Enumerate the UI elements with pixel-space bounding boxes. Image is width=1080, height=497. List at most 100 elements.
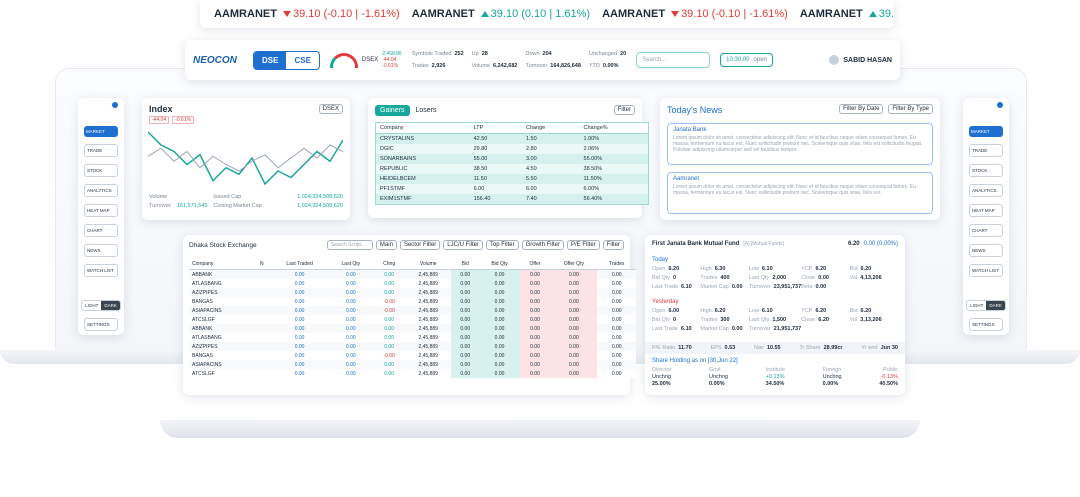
table-row[interactable]: AZIZPIPES 0.00 0.00 0.00 2,45,889 0.00 0.00 0.0… (189, 342, 636, 351)
stat-label: Low (748, 266, 759, 272)
script-search[interactable]: Search Script... (326, 240, 373, 250)
table-cell: 11.50% (583, 176, 602, 182)
stat-label: Bid (849, 308, 858, 314)
avatar (829, 55, 840, 65)
table-cell: -0.00 (383, 298, 395, 305)
stat-value: 2,000 (772, 275, 787, 281)
table-cell: 1.00% (583, 136, 600, 142)
nav-item[interactable]: CHART (969, 224, 1003, 237)
theme-option[interactable]: DARK (986, 301, 1005, 310)
exchange-filter[interactable]: Growth Filter (521, 240, 564, 250)
news-filter[interactable]: Filter By Date (839, 104, 884, 114)
exchange-filter[interactable]: LJC/U Filter (443, 240, 483, 250)
nav-item[interactable]: ANALYTICS (84, 184, 118, 197)
market-tab[interactable]: CSE (294, 55, 311, 65)
table-row[interactable]: ATLASBANG 0.00 0.00 0.00 2,45,889 0.00 0.00 0.0… (189, 279, 636, 288)
stat: Down 204 (525, 51, 580, 57)
table-row[interactable]: BANGAS 0.00 0.00 -0.00 2,45,889 0.00 0.00 0.00 0… (189, 351, 636, 360)
table-cell: 0.00 (519, 288, 551, 297)
fund-price: 6.20 (847, 241, 860, 247)
nav-item[interactable]: STOCK (969, 164, 1003, 177)
nav-item[interactable]: TRADE (969, 144, 1003, 157)
table-cell: 0.00 (611, 280, 622, 287)
table-cell: 0.00 (519, 351, 551, 360)
nav-item[interactable]: WATCH LIST (969, 264, 1003, 277)
movers-tab[interactable]: Losers (415, 107, 437, 114)
news-item[interactable]: Janata Bank Lorem ipsum dolor sit amet, c… (667, 123, 933, 165)
stat-value: 6.10 (681, 326, 692, 332)
market-tab[interactable]: DSE (254, 51, 287, 69)
table-row[interactable]: ABBANK 0.00 0.00 0.00 2,45,889 0.00 0.00 0.00 0.… (189, 269, 636, 279)
table-cell: 2,45,889 (418, 361, 438, 368)
movers-tab[interactable]: Gainers (375, 105, 410, 116)
theme-option[interactable]: DARK (101, 301, 120, 310)
theme-option[interactable]: LIGHT (85, 303, 99, 308)
holding: Foreign Unchng 0.00% (823, 367, 842, 387)
stat-value: 0.00 (818, 275, 829, 281)
fund-stat: Market Cap 0.00 (700, 326, 748, 332)
table-cell: 0.00 (550, 288, 598, 297)
search-box[interactable]: Search... (636, 52, 711, 68)
table-row[interactable]: ASIAPACINS 0.00 0.00 -0.00 2,45,889 0.00 0.00 0… (189, 306, 636, 315)
table-row[interactable]: ATLASBANG 0.00 0.00 0.00 2,45,889 0.00 0.00 0.0… (189, 333, 636, 342)
news-flag-cell (253, 351, 270, 360)
table-row[interactable]: BANGAS 0.00 0.00 -0.00 2,45,889 0.00 0.00 0.00 0… (189, 297, 636, 306)
exchange-filter[interactable]: Sector Filter (399, 240, 441, 250)
nav-item[interactable]: STOCK (84, 164, 118, 177)
index-select[interactable]: DSEX (318, 104, 343, 114)
table-row[interactable]: ATCSLGF 0.00 0.00 0.00 2,45,889 0.00 0.00 0.00 0… (189, 369, 636, 378)
table-row[interactable]: AZIZPIPES 0.00 0.00 0.00 2,45,889 0.00 0.00 0.0… (189, 288, 636, 297)
table-row[interactable]: ASIAPACINS 0.00 0.00 0.00 2,45,889 0.00 0.00 0.… (189, 360, 636, 369)
nav-item[interactable]: ANALYTICS (969, 184, 1003, 197)
table-cell: 0.00 (611, 343, 622, 350)
settings[interactable]: SETTINGS (84, 318, 118, 331)
news-filter[interactable]: Filter By Type (888, 104, 933, 114)
table-cell: ATCSLGF (192, 316, 215, 323)
nav-item[interactable]: TRADE (84, 144, 118, 157)
table-cell: 2,45,889 (418, 271, 438, 278)
movers-filter[interactable]: Filter (613, 105, 635, 115)
stat-value: 400 (720, 275, 730, 281)
nav-item[interactable]: NEWS (969, 244, 1003, 257)
ticker-item: AAMRANET 39.10 (-0.10 | -1.61%) (214, 8, 400, 20)
table-cell: 0.00 (345, 289, 356, 296)
fund-stat: Beta 0.00 (801, 284, 849, 290)
table-cell: 0.00 (384, 271, 394, 278)
table-cell: 2.80 (525, 146, 537, 152)
ratio-label: EPS (710, 345, 722, 351)
table-cell: 0.00 (550, 333, 598, 342)
table-cell: 0.00 (519, 315, 551, 324)
nav-item[interactable]: MARKET (969, 126, 1003, 137)
exchange-filter[interactable]: P/E Filter (566, 240, 600, 250)
settings[interactable]: SETTINGS (969, 318, 1003, 331)
nav-item[interactable]: WATCH LIST (84, 264, 118, 277)
table-row[interactable]: ABBANK 0.00 0.00 0.00 2,45,889 0.00 0.00 0.00 0.… (189, 324, 636, 333)
user-name[interactable]: SABID HASAN (843, 56, 892, 64)
nav-item[interactable]: CHART (84, 224, 118, 237)
nav-item[interactable]: MARKET (84, 126, 118, 137)
exchange-filter[interactable]: Main (375, 240, 397, 250)
table-cell: 0.00 (384, 370, 394, 377)
nav-item[interactable]: HEAT MAP (84, 204, 118, 217)
exchange-filter[interactable]: Top Filter (485, 240, 519, 250)
fund-stat: Close 6.20 (801, 317, 849, 323)
table-cell: 0.00 (384, 316, 394, 323)
table-cell: 38.50 (473, 166, 488, 172)
sidebar: MARKET TRADE STOCK ANALYTICS HEAT MAP CHART NE… (963, 98, 1009, 335)
fund-grid: Open 6.20 High 6.30 Low 6.10 YCP 6.20 Bid 6.20 Bid… (652, 266, 898, 290)
stat-value: 6.20 (714, 308, 726, 314)
table-cell: 0.00 (451, 324, 480, 333)
fund-tag: [A] [Mutual Funds] (743, 241, 784, 247)
news-item[interactable]: Aamranet Lorem ipsum dolor sit amet, cons… (667, 172, 933, 214)
stat-label: Turnover (748, 326, 771, 332)
table-cell: 0.00 (451, 342, 480, 351)
holding-share: 34.50% (765, 381, 785, 387)
exchange-filter[interactable]: Filter (602, 240, 624, 250)
news-flag-cell (253, 297, 270, 306)
table-row[interactable]: ATCSLGF 0.00 0.00 0.00 2,45,889 0.00 0.00 0.00 0… (189, 315, 636, 324)
theme-option[interactable]: LIGHT (970, 303, 984, 308)
stat: YTD 0.00% (589, 63, 626, 69)
nav-item[interactable]: HEAT MAP (969, 204, 1003, 217)
column-header: Last Traded (270, 259, 329, 270)
nav-item[interactable]: NEWS (84, 244, 118, 257)
